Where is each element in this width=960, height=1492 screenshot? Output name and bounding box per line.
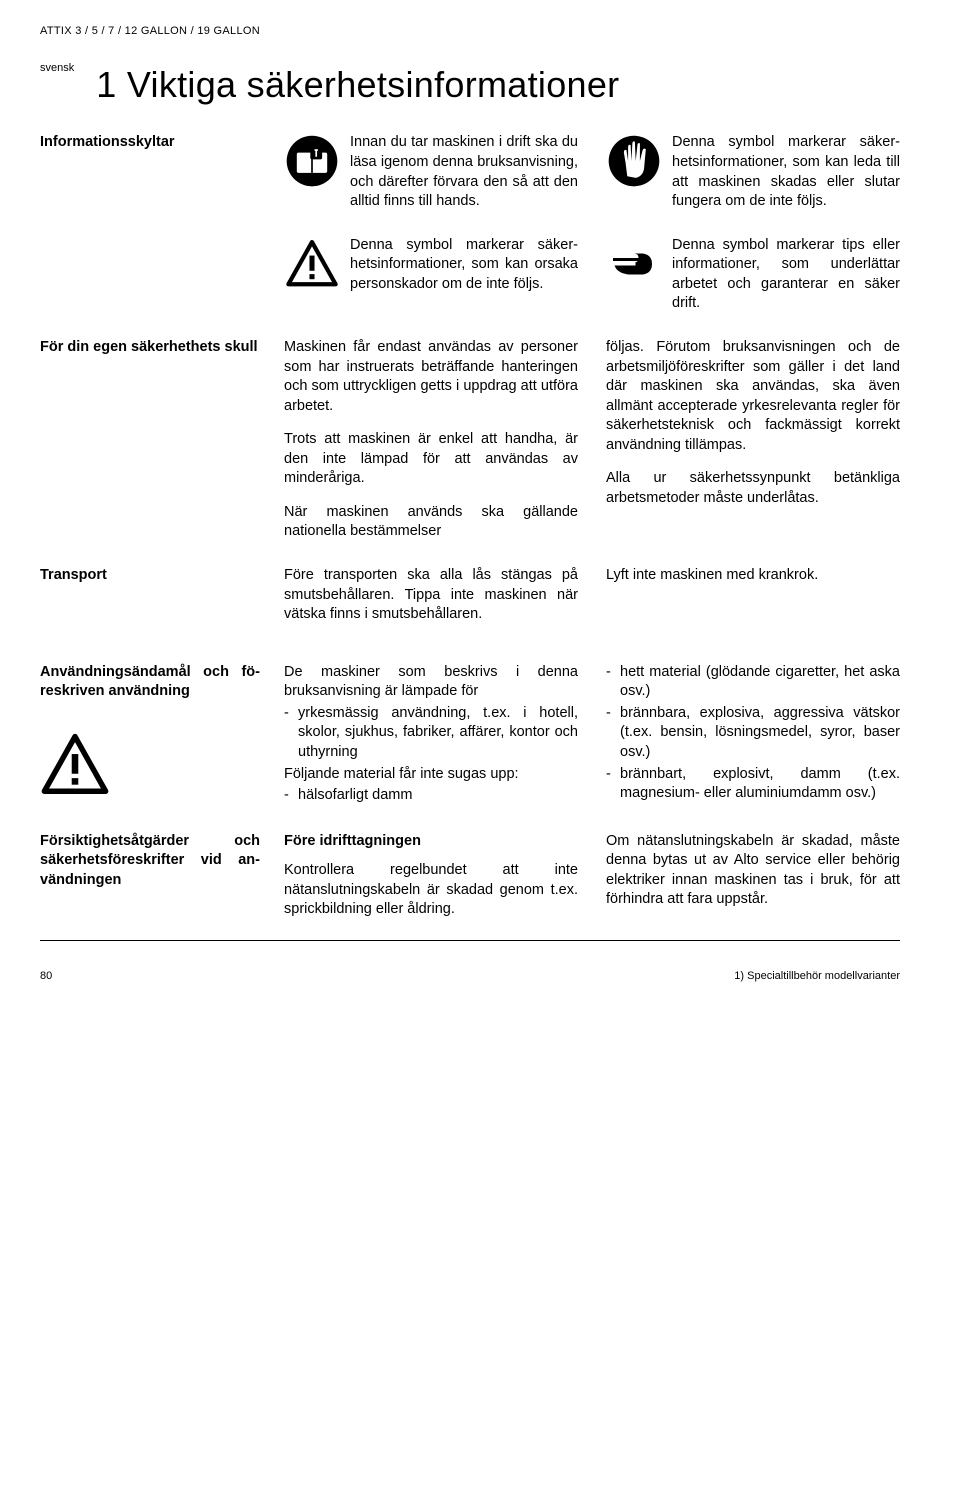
transport-p2: Lyft inte maskinen med krank­rok. bbox=[606, 566, 900, 586]
page-number: 80 bbox=[40, 969, 52, 984]
precautions-p1: Kontrollera regelbundet att inte nätansl… bbox=[284, 861, 578, 920]
pointing-icon-text: Denna symbol markerar tips el­ler inform… bbox=[672, 236, 900, 314]
warning-icon-text: Denna symbol markerar säker­hetsinformat… bbox=[350, 236, 578, 295]
section-label-transport: Transport bbox=[40, 566, 260, 586]
purpose-list-right: hett material (glödande ciga­retter, het… bbox=[606, 663, 900, 804]
warning-triangle-icon bbox=[284, 236, 340, 292]
section-label-infosigns: Informationsskyltar bbox=[40, 133, 260, 153]
page-title: 1 Viktiga säkerhetsinformationer bbox=[96, 61, 619, 110]
pointing-hand-icon bbox=[606, 236, 662, 292]
book-icon bbox=[284, 133, 340, 189]
purpose-mid: Följande material får inte sugas upp: bbox=[284, 765, 578, 785]
language-label: svensk bbox=[40, 61, 74, 76]
footer-note: 1) Specialtillbehör modellvarianter bbox=[734, 969, 900, 984]
purpose-li1: yrkesmässig användning, t.ex. i hotell, … bbox=[284, 704, 578, 763]
purpose-list-left: yrkesmässig användning, t.ex. i hotell, … bbox=[284, 704, 578, 763]
warning-triangle-icon-2 bbox=[40, 730, 260, 807]
transport-p1: Före transporten ska alla lås stängas på… bbox=[284, 566, 578, 625]
hand-icon bbox=[606, 133, 662, 189]
document-header: ATTIX 3 / 5 / 7 / 12 GALLON / 19 GALLON bbox=[40, 24, 900, 39]
safety-p3: När maskinen används ska gäl­lande natio… bbox=[284, 503, 578, 542]
safety-p1: Maskinen får endast användas av personer… bbox=[284, 338, 578, 416]
purpose-r3: brännbart, explosivt, damm (t.ex. magnes… bbox=[606, 765, 900, 804]
purpose-r2: brännbara, explosiva, ag­gressiva vätsko… bbox=[606, 704, 900, 763]
purpose-intro: De maskiner som beskrivs i denna bruksan… bbox=[284, 663, 578, 702]
safety-p5: Alla ur säkerhetssynpunkt be­tänkliga ar… bbox=[606, 469, 900, 508]
footer-divider bbox=[40, 940, 900, 941]
purpose-r1: hett material (glödande ciga­retter, het… bbox=[606, 663, 900, 702]
safety-p2: Trots att maskinen är enkel att handha, … bbox=[284, 430, 578, 489]
purpose-list-left-2: hälsofarligt damm bbox=[284, 786, 578, 806]
section-label-precautions: Försiktighetsåtgärder och säkerhetsföres… bbox=[40, 832, 260, 891]
purpose-li2: hälsofarligt damm bbox=[284, 786, 578, 806]
precautions-p2: Om nätanslutningskabeln är skadad, måste… bbox=[606, 832, 900, 910]
precautions-subheading: Före idrifttagningen bbox=[284, 832, 578, 852]
book-icon-text: Innan du tar ma­skinen i drift ska du lä… bbox=[350, 133, 578, 211]
section-label-safety: För din egen säkerhethets skull bbox=[40, 338, 260, 358]
section-label-purpose: Användningsändamål och fö­reskriven anvä… bbox=[40, 663, 260, 702]
hand-icon-text: Denna symbol markerar säker­hetsinformat… bbox=[672, 133, 900, 211]
safety-p4: följas. Förutom bruksanvis­ningen och de… bbox=[606, 338, 900, 455]
